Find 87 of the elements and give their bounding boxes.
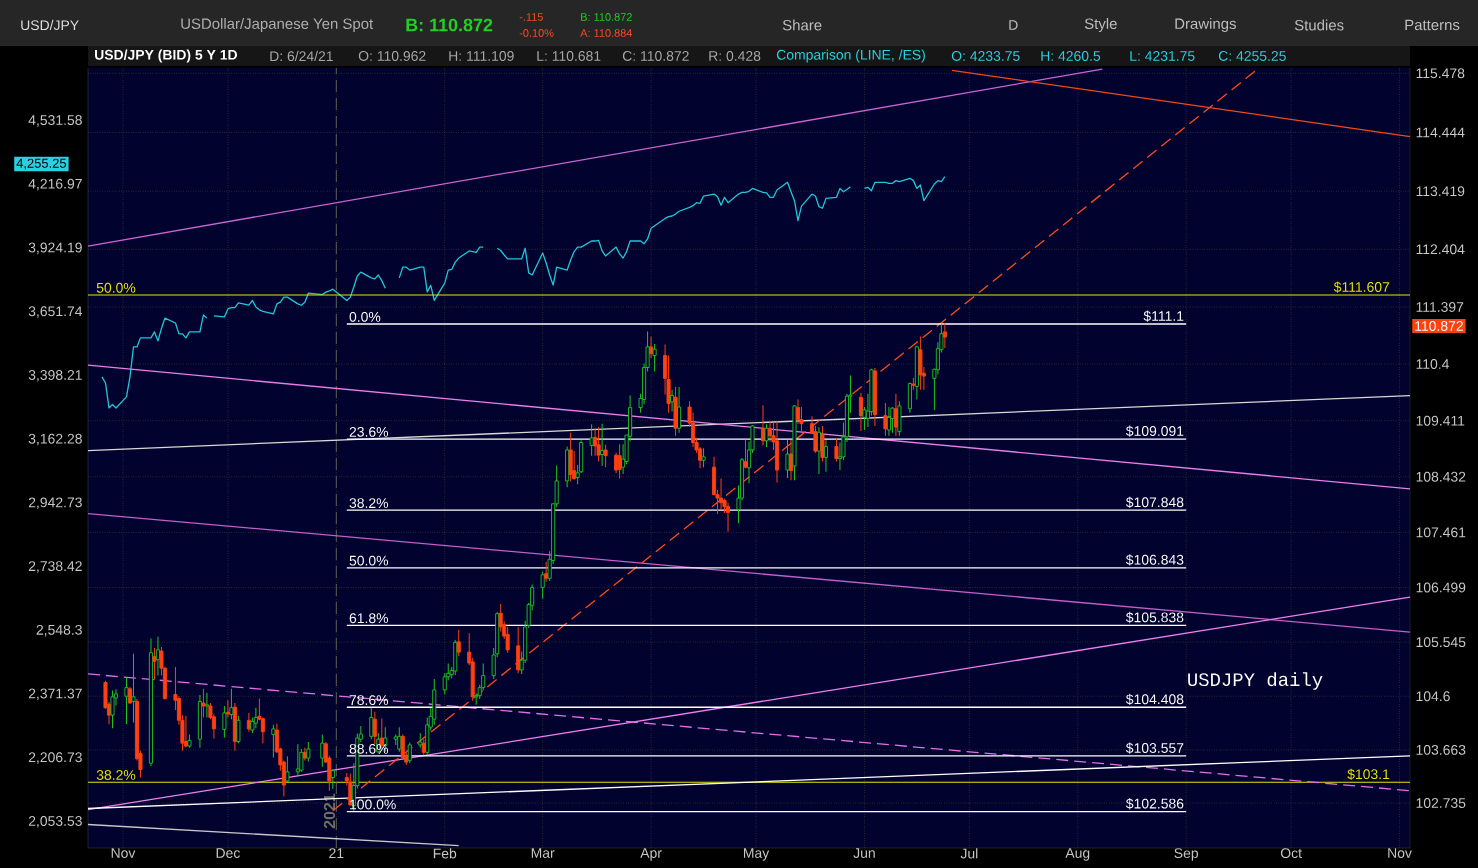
y2-tick-label: 2,548.3 (36, 624, 82, 637)
text: R: 0.428 (709, 51, 761, 61)
y-tick-label: 115.478 (1416, 68, 1465, 79)
y-tick-label: 109.411 (1416, 415, 1465, 426)
y2-tick-label: 3,398.21 (28, 370, 82, 382)
y2-tick-label: 2,738.42 (28, 561, 82, 573)
ref-line-label: $103.1 (1347, 768, 1390, 780)
text: 110.872 (1415, 321, 1463, 331)
text: USDollar/Japanese Yen Spot (181, 18, 374, 32)
text: O: 110.962 (358, 51, 426, 61)
text: Patterns (1405, 19, 1460, 31)
text: A: 110.884 (580, 29, 633, 37)
y2-tick-label: 2,942.73 (28, 497, 82, 509)
text: 4,255.25 (16, 158, 67, 170)
y2-tick-label: 3,924.19 (28, 242, 82, 255)
x-tick-label: Apr (640, 848, 662, 861)
x-tick-label: Nov (1388, 848, 1412, 858)
annotation: 100.0% (350, 799, 396, 810)
text: O: 4233.75 (951, 51, 1020, 61)
text: C: 4255.25 (1218, 51, 1286, 61)
annotation: 50.0% (349, 555, 389, 566)
y-tick-label: 114.444 (1416, 127, 1465, 138)
y-tick-label: 108.432 (1416, 471, 1466, 482)
x-tick-label: 21 (329, 848, 344, 858)
annotation: $106.843 (1125, 554, 1184, 566)
text: D (1009, 20, 1018, 30)
y-tick-label: 105.545 (1416, 637, 1466, 648)
x-tick-label: Sep (1174, 848, 1199, 861)
x-tick-label: Oct (1280, 848, 1302, 859)
annotation: $107.848 (1125, 496, 1184, 509)
y-tick-label: 112.404 (1416, 244, 1465, 255)
text: USD/JPY (21, 19, 79, 31)
x-tick-label: Jul (960, 848, 978, 859)
y-tick-label: 104.6 (1416, 691, 1450, 702)
annotation: 0.0% (349, 311, 381, 322)
y-tick-label: 107.461 (1416, 527, 1466, 538)
annotation: $104.408 (1125, 693, 1184, 706)
text: Studies (1294, 19, 1344, 31)
text: L: 4231.75 (1130, 51, 1195, 61)
x-tick-label: Dec (216, 848, 240, 858)
annotation: $102.586 (1125, 798, 1184, 810)
y-tick-label: 110.4 (1416, 359, 1449, 370)
x-tick-label: Nov (111, 848, 136, 858)
y-tick-label: 103.663 (1416, 744, 1466, 755)
x-tick-label: Mar (531, 848, 555, 858)
annotation: 78.6% (349, 695, 389, 706)
y-tick-label: 113.419 (1416, 186, 1465, 197)
y-tick-label: 102.735 (1416, 798, 1466, 808)
text: H: 111.109 (449, 51, 514, 61)
annotation: 23.6% (349, 426, 389, 437)
y-tick-label: 106.499 (1416, 582, 1466, 593)
y2-tick-label: 3,162.28 (28, 433, 82, 446)
text: H: 4260.5 (1041, 51, 1101, 61)
annotation: $103.557 (1125, 742, 1184, 754)
x-tick-label: Aug (1065, 848, 1090, 861)
text: Share (782, 19, 822, 31)
x-tick-label: Feb (433, 848, 457, 859)
chart-title: USD/JPY (BID) 5 Y 1D (95, 49, 237, 63)
annotation: 38.2% (349, 498, 389, 509)
y2-tick-label: 4,216.97 (28, 178, 82, 191)
y-tick-label: 111.397 (1416, 302, 1464, 312)
annotation: USDJPY daily (1188, 672, 1323, 690)
text: Comparison (LINE, /ES) (776, 49, 925, 63)
text: B: 110.872 (581, 13, 632, 21)
text: Style (1084, 18, 1117, 32)
text: D: 6/24/21 (270, 50, 333, 62)
annotation: 61.8% (349, 613, 389, 624)
annotation: 50.0% (96, 282, 136, 293)
y2-tick-label: 2,371.37 (28, 688, 82, 701)
ref-line-label: $111.607 (1333, 281, 1390, 293)
annotation: $109.091 (1125, 425, 1184, 437)
annotation: $111.1 (1143, 310, 1184, 322)
text: L: 110.681 (537, 51, 601, 61)
text: -0.10% (519, 29, 554, 37)
text: B: 110.872 (406, 18, 493, 32)
annotation: $105.838 (1125, 611, 1184, 624)
annotation: 38.2% (96, 770, 136, 780)
y2-tick-label: 2,053.53 (28, 816, 82, 828)
text: Drawings (1175, 18, 1236, 32)
y2-tick-label: 4,531.58 (28, 115, 82, 127)
y2-tick-label: 2,206.73 (28, 752, 82, 764)
text: C: 110.872 (622, 51, 689, 61)
ref-line-label: 2021 (323, 793, 336, 829)
x-tick-label: May (743, 848, 770, 861)
y2-tick-label: 3,651.74 (28, 306, 83, 318)
text: -.115 (519, 13, 543, 21)
x-tick-label: Jun (853, 848, 875, 858)
